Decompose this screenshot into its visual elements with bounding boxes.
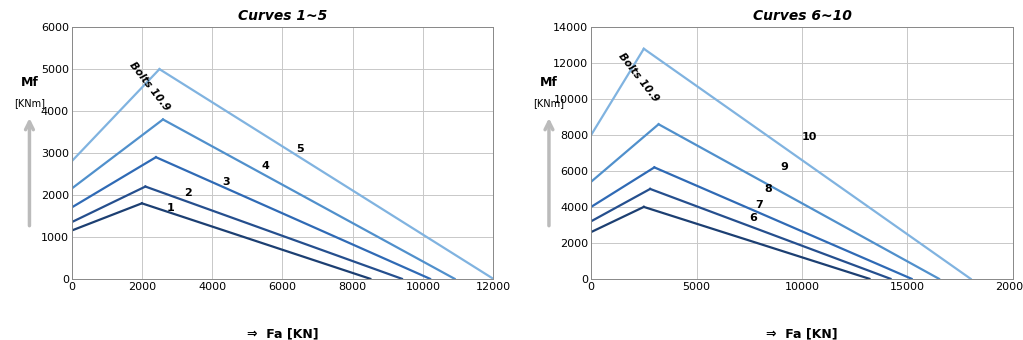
Text: 1: 1: [167, 203, 174, 212]
Text: 4: 4: [261, 160, 269, 171]
Text: Bolts 10.9: Bolts 10.9: [128, 59, 172, 112]
Text: 7: 7: [756, 200, 763, 210]
Text: 5: 5: [297, 144, 304, 154]
Text: 2: 2: [184, 188, 191, 198]
Text: 8: 8: [764, 184, 771, 194]
Text: 9: 9: [781, 163, 789, 172]
Text: [KNm]: [KNm]: [533, 98, 565, 108]
Text: 6: 6: [749, 213, 757, 223]
Title: Curves 1~5: Curves 1~5: [237, 9, 327, 23]
Text: Mf: Mf: [540, 76, 558, 89]
Title: Curves 6~10: Curves 6~10: [753, 9, 851, 23]
Text: [KNm]: [KNm]: [14, 98, 45, 108]
Text: Mf: Mf: [20, 76, 39, 89]
Text: ⇒  Fa [KN]: ⇒ Fa [KN]: [247, 328, 318, 340]
Text: 3: 3: [223, 177, 230, 187]
Text: ⇒  Fa [KN]: ⇒ Fa [KN]: [766, 328, 838, 340]
Text: 10: 10: [802, 132, 817, 142]
Text: Bolts 10.9: Bolts 10.9: [617, 51, 661, 104]
